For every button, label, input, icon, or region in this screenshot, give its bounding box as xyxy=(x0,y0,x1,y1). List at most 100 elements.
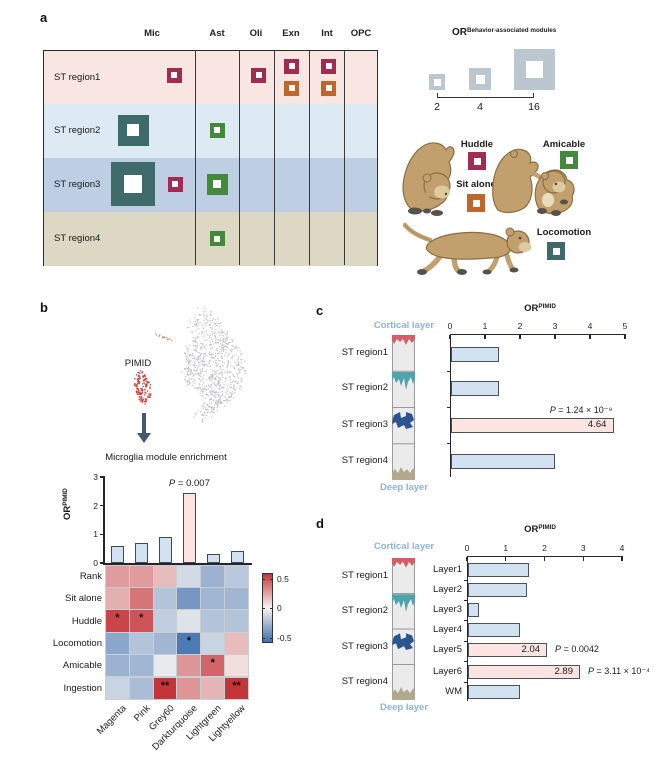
heatmap-cell xyxy=(152,654,178,678)
or-title-d: ORPIMID xyxy=(460,524,620,535)
col-header-exn: Exn xyxy=(282,28,300,39)
p-rest: = 1.24 × 10⁻⁹ xyxy=(555,404,613,415)
baseline-tick xyxy=(446,407,450,409)
size-legend-tickmark xyxy=(437,93,439,98)
size-legend-tick: 16 xyxy=(528,101,540,113)
category-label: Layer4 xyxy=(432,624,462,635)
umap-cluster-label: PIMID xyxy=(124,358,152,369)
heatmap-cell xyxy=(128,676,154,700)
marker-inner xyxy=(171,72,177,78)
category-label: ST region2 xyxy=(341,382,388,393)
x-tick xyxy=(543,557,546,561)
category-label: ST region1 xyxy=(341,347,388,358)
size-legend-square xyxy=(469,68,491,90)
colorbar-tick xyxy=(270,578,273,580)
marker-inner xyxy=(172,181,178,187)
bar-value-label: 4.64 xyxy=(587,419,607,430)
heatmap-cell xyxy=(200,586,226,611)
p-rest: = 0.0042 xyxy=(561,644,599,654)
marker-inner xyxy=(255,72,262,78)
category-label: WM xyxy=(445,685,462,697)
colorbar-tick xyxy=(262,637,265,639)
col-header-mic: Mic xyxy=(144,28,160,39)
behavior-marker-amicable xyxy=(209,231,225,246)
heatmap-cell xyxy=(200,609,226,633)
heatmap-row-label: Locomotion xyxy=(52,637,102,649)
heatmap-cell xyxy=(105,631,130,656)
heatmap-cell xyxy=(152,564,178,588)
baseline xyxy=(450,334,452,477)
or-base: OR xyxy=(452,27,467,38)
x-axis xyxy=(103,563,252,565)
category-label: Layer3 xyxy=(432,603,462,615)
marker-inner xyxy=(525,61,543,78)
col-header-int: Int xyxy=(321,28,333,39)
x-tick xyxy=(519,335,521,339)
heatmap-cell xyxy=(128,586,154,611)
heatmap-cell xyxy=(105,586,130,611)
grid-divider xyxy=(344,51,346,265)
heatmap-cell xyxy=(152,609,178,633)
marker-inner xyxy=(552,247,560,255)
x-tick xyxy=(589,335,591,339)
down-arrow-icon xyxy=(142,413,146,434)
hbar-layer4 xyxy=(468,623,520,637)
heatmap-cell xyxy=(176,676,202,700)
x-axis xyxy=(450,334,626,336)
st-region-label: ST region2 xyxy=(341,605,388,616)
module-bar-magenta xyxy=(111,545,125,563)
legend-swatch-locomotion xyxy=(547,242,565,260)
y-tick-label: 0 xyxy=(93,558,98,568)
p-italic: P xyxy=(549,404,556,415)
cortical-layer-label-c: Cortical layer xyxy=(373,320,435,331)
grid-row-label: ST region1 xyxy=(54,71,101,83)
x-tick-label: 4 xyxy=(587,321,593,331)
heatmap-row-label: Amicable xyxy=(62,660,102,672)
heatmap-cell xyxy=(152,586,178,611)
size-legend-tickmark xyxy=(533,93,535,98)
behavior-marker-huddle xyxy=(167,176,183,192)
heatmap-row-label: Rank xyxy=(79,570,102,582)
or-title-c: ORPIMID xyxy=(460,303,620,314)
or-sup: Behavior-associated modules xyxy=(467,27,557,35)
baseline-tick xyxy=(463,681,467,683)
behavior-marker-huddle xyxy=(251,67,266,83)
grid-row-label: ST region4 xyxy=(54,232,101,244)
heatmap-cell xyxy=(200,676,226,700)
y-tick-label: 2 xyxy=(93,500,98,511)
y-tick xyxy=(99,476,103,478)
x-tick-label: 2 xyxy=(542,543,547,553)
grid-row-label: ST region3 xyxy=(54,179,101,190)
heatmap-cell xyxy=(224,609,249,633)
heatmap-cell xyxy=(105,676,130,700)
panel-a-label: a xyxy=(40,10,48,25)
baseline-tick xyxy=(463,620,467,622)
heatmap-cell xyxy=(176,654,202,678)
significance-star: * xyxy=(186,634,192,647)
heatmap-cell: ** xyxy=(152,676,178,700)
x-tick xyxy=(449,335,451,339)
heatmap-cell: ** xyxy=(224,676,249,700)
p-value-label: P = 0.0042 xyxy=(555,644,661,654)
heatmap-cell xyxy=(224,631,249,656)
colorbar-tick xyxy=(262,578,265,580)
x-tick xyxy=(505,557,507,561)
module-bar-ylabel: ORPIMID xyxy=(62,488,73,520)
legend-swatch-amicable xyxy=(560,151,578,169)
hbar-layer3 xyxy=(468,602,480,617)
size-legend-tick: 2 xyxy=(434,101,440,113)
hbar-st-region4 xyxy=(451,453,555,469)
deep-layer-label-d: Deep layer xyxy=(379,702,429,713)
colorbar-tick xyxy=(270,608,273,609)
x-tick xyxy=(466,557,468,561)
significance-star: * xyxy=(115,612,120,625)
baseline-tick xyxy=(446,371,450,373)
umap-plot xyxy=(133,307,247,423)
category-label: Layer2 xyxy=(432,584,462,595)
x-axis xyxy=(467,556,623,558)
marker-inner xyxy=(473,157,481,165)
col-header-opc: OPC xyxy=(350,28,372,39)
marker-inner xyxy=(288,85,295,91)
baseline-tick xyxy=(463,600,467,602)
significance-star: * xyxy=(139,612,144,625)
